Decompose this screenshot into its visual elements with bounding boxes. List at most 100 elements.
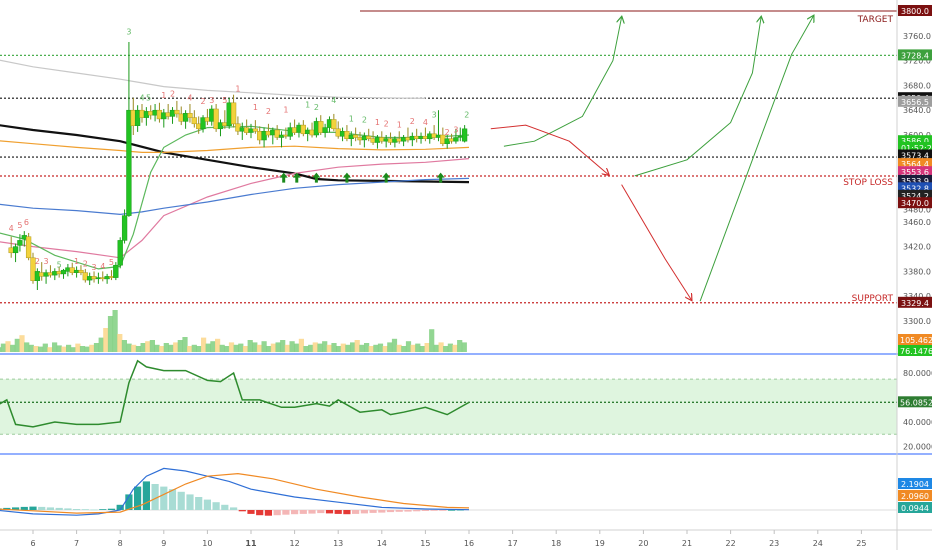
candle-body[interactable] xyxy=(134,109,141,126)
candle-body[interactable] xyxy=(278,134,285,138)
candle-body[interactable] xyxy=(121,215,128,241)
x-tick-label: 23 xyxy=(769,539,779,548)
candle-body[interactable] xyxy=(200,117,206,130)
candle-body[interactable] xyxy=(78,269,84,273)
candle-body[interactable] xyxy=(95,277,102,280)
candle-body[interactable] xyxy=(8,247,14,254)
macd-histogram-bar xyxy=(439,510,447,511)
candle-body[interactable] xyxy=(191,117,197,125)
volume-bar xyxy=(149,340,155,352)
candle-body[interactable] xyxy=(396,138,402,142)
rsi-pane[interactable] xyxy=(0,359,932,455)
candle-body[interactable] xyxy=(174,109,180,115)
candle-body[interactable] xyxy=(104,276,110,280)
candle-body[interactable] xyxy=(444,138,450,144)
candle-body[interactable] xyxy=(82,272,88,281)
candle-body[interactable] xyxy=(222,122,228,126)
candle-body[interactable] xyxy=(243,127,250,133)
candle-body[interactable] xyxy=(60,269,67,275)
candle-body[interactable] xyxy=(400,137,407,142)
volume-bar xyxy=(42,343,48,352)
candle-body[interactable] xyxy=(409,135,415,141)
volume-bar xyxy=(238,343,244,352)
candle-body[interactable] xyxy=(461,128,468,142)
candle-body[interactable] xyxy=(182,113,189,122)
candle-body[interactable] xyxy=(39,272,45,277)
macd-pane[interactable] xyxy=(0,467,897,516)
macd-histogram-bar xyxy=(334,510,342,514)
candle-body[interactable] xyxy=(252,128,259,132)
macd-histogram-bar xyxy=(238,510,246,512)
macd-histogram-bar xyxy=(116,504,124,510)
candle-body[interactable] xyxy=(73,269,80,273)
candle-body[interactable] xyxy=(117,240,123,266)
sequence-count-label: 1 xyxy=(253,103,258,112)
candle-body[interactable] xyxy=(366,135,372,139)
candle-body[interactable] xyxy=(422,135,429,139)
candle-body[interactable] xyxy=(69,267,75,273)
candle-body[interactable] xyxy=(25,236,32,259)
candle-body[interactable] xyxy=(287,127,293,137)
candle-body[interactable] xyxy=(265,131,272,136)
volume-bar xyxy=(280,340,286,352)
candle-body[interactable] xyxy=(379,137,385,142)
candle-body[interactable] xyxy=(418,135,424,139)
candle-body[interactable] xyxy=(335,128,341,137)
candle-body[interactable] xyxy=(431,133,437,138)
x-tick-label: 22 xyxy=(726,539,736,548)
candle-body[interactable] xyxy=(318,121,324,133)
candle-body[interactable] xyxy=(187,113,193,118)
candle-body[interactable] xyxy=(12,246,19,254)
candle-body[interactable] xyxy=(248,128,254,133)
sequence-count-label: 4 xyxy=(139,93,144,102)
macd-histogram-bar xyxy=(46,507,54,510)
candle-body[interactable] xyxy=(261,131,267,141)
candle-body[interactable] xyxy=(30,257,36,281)
candle-body[interactable] xyxy=(257,131,263,141)
volume-bar xyxy=(256,344,263,352)
candle-body[interactable] xyxy=(91,276,97,280)
candle-body[interactable] xyxy=(274,129,280,138)
candle-body[interactable] xyxy=(226,102,232,126)
candle-body[interactable] xyxy=(161,112,167,120)
sequence-count-label: 1 xyxy=(397,121,402,130)
candle-body[interactable] xyxy=(148,111,154,116)
volume-bar xyxy=(284,344,290,352)
candle-body[interactable] xyxy=(113,264,119,278)
candle-body[interactable] xyxy=(230,102,237,125)
candle-body[interactable] xyxy=(126,109,132,216)
candle-body[interactable] xyxy=(169,109,176,117)
candle-body[interactable] xyxy=(357,137,363,141)
candle-body[interactable] xyxy=(300,124,306,135)
price-badge xyxy=(898,182,932,194)
volume-bar xyxy=(107,316,114,352)
volume-bar xyxy=(447,343,453,352)
candle-body[interactable] xyxy=(291,127,298,133)
volume-bar xyxy=(135,346,141,352)
candle-body[interactable] xyxy=(387,138,394,143)
candle-body[interactable] xyxy=(270,129,276,136)
candle-body[interactable] xyxy=(453,137,459,142)
candle-body[interactable] xyxy=(374,137,381,143)
candle-body[interactable] xyxy=(344,131,350,139)
candle-body[interactable] xyxy=(17,240,23,246)
volume-bar xyxy=(140,343,146,352)
candle-body[interactable] xyxy=(322,127,328,133)
candle-body[interactable] xyxy=(235,123,241,132)
candle-body[interactable] xyxy=(139,109,145,118)
price-badge xyxy=(898,149,932,161)
candle-body[interactable] xyxy=(313,121,320,136)
rsi-badge-text: 56.0852 xyxy=(900,398,932,407)
candle-body[interactable] xyxy=(47,272,54,276)
candle-body[interactable] xyxy=(331,119,337,130)
candle-body[interactable] xyxy=(52,271,58,276)
candle-body[interactable] xyxy=(156,109,163,120)
candle-body[interactable] xyxy=(213,108,219,130)
candle-body[interactable] xyxy=(352,134,359,138)
candle-body[interactable] xyxy=(178,113,184,122)
candle-body[interactable] xyxy=(309,129,315,136)
volume-bar xyxy=(196,346,202,352)
candle-body[interactable] xyxy=(204,117,211,122)
macd-badge-text: 0.0944 xyxy=(901,504,929,513)
